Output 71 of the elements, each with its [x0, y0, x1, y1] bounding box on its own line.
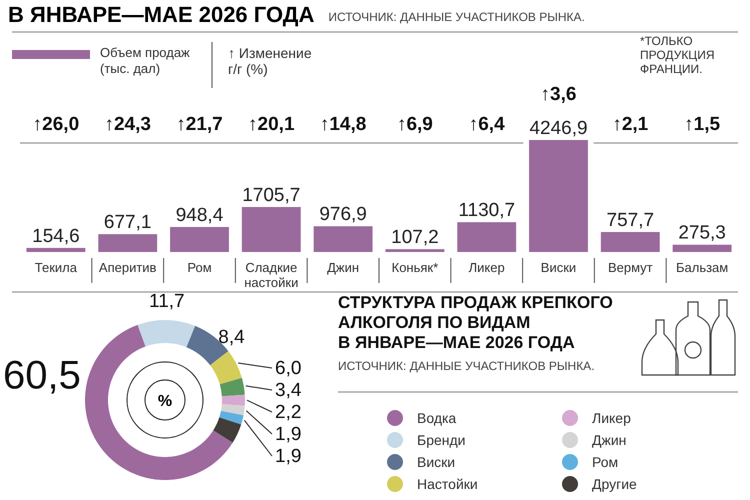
text: ↑20,1	[248, 114, 295, 135]
x-tick-label: Ром	[187, 260, 212, 275]
x-tick-label: Виски	[540, 260, 576, 275]
text: ↑ Изменение г/г (%)	[228, 45, 312, 77]
text: СТРУКТУРА ПРОДАЖ КРЕПКОГО АЛКОГОЛЯ ПО ВИДАМ В ЯНВАРЕ—МАЕ 2026 ГОДА	[338, 293, 613, 352]
data-label: 2,2	[275, 402, 302, 423]
donut-slice	[220, 404, 245, 416]
data-label: 3,4	[275, 380, 302, 401]
text: ↑21,7	[176, 114, 223, 135]
text: Объем продаж (тыс. дал)	[100, 45, 190, 76]
data-label: 107,2	[391, 227, 439, 248]
donut-slice	[210, 351, 242, 384]
data-label: 154,6	[32, 226, 80, 247]
data-label: 976,9	[319, 204, 367, 226]
data-label: 1,9	[275, 446, 302, 467]
legend-label: Другие	[592, 476, 638, 492]
chart-title: В ЯНВАРЕ—МАЕ 2026 ГОДА	[8, 2, 314, 27]
legend-label: Бренди	[417, 432, 466, 448]
text: ↑2,1	[612, 114, 649, 135]
donut-slice	[222, 394, 245, 406]
legend-label: Водка	[417, 410, 456, 426]
data-label: 1,9	[275, 424, 302, 445]
text: ↑1,5	[684, 114, 720, 135]
bar	[26, 248, 86, 252]
data-label: 757,7	[606, 210, 654, 232]
donut-slice	[220, 378, 245, 396]
data-label: 1705,7	[242, 185, 300, 206]
data-label: 4246,9	[529, 118, 588, 139]
bar	[242, 207, 301, 252]
donut-slice	[138, 320, 196, 348]
legend-label: Ром	[592, 454, 618, 470]
data-label: 6,0	[275, 358, 302, 379]
bar	[529, 140, 588, 252]
x-tick-label: Ликер	[468, 260, 505, 275]
bar	[600, 232, 660, 252]
data-label: 60,5	[2, 353, 81, 398]
data-label: 677,1	[104, 212, 152, 234]
data-label: 1130,7	[458, 200, 516, 222]
legend-label: Джин	[592, 432, 626, 448]
text: ↑26,0	[32, 114, 80, 135]
text: %	[158, 393, 172, 410]
text: ИСТОЧНИК: ДАННЫЕ УЧАСТНИКОВ РЫНКА.	[338, 359, 595, 373]
donut-slice	[219, 410, 244, 424]
x-tick-label: Бальзам	[676, 260, 728, 275]
data-label: 11,7	[149, 291, 185, 312]
bar	[314, 226, 373, 252]
x-tick-label: Вермут	[608, 260, 653, 275]
bar	[672, 244, 732, 252]
x-tick-label: Аперитив	[98, 260, 157, 275]
bar	[385, 249, 444, 252]
data-label: 8,4	[218, 326, 246, 348]
bar	[170, 226, 229, 252]
x-tick-label: Текила	[34, 260, 78, 275]
donut-slice	[213, 417, 242, 443]
text: *ТОЛЬКО ПРОДУКЦИЯ ФРАНЦИИ.	[640, 34, 714, 76]
data-label: 948,4	[176, 204, 224, 226]
data-label: 275,3	[678, 222, 726, 244]
legend-label: Виски	[417, 454, 456, 470]
x-tick-label: Джин	[327, 260, 360, 275]
bar	[457, 222, 516, 252]
text: ↑24,3	[104, 114, 151, 135]
bar	[98, 234, 158, 252]
chart-subtitle: ИСТОЧНИК: ДАННЫЕ УЧАСТНИКОВ РЫНКА.	[328, 10, 585, 24]
text: ↑14,8	[320, 114, 366, 135]
x-tick-label: Сладкие настойки	[244, 260, 298, 290]
legend-label: Настойки	[417, 476, 478, 492]
text: ↑6,4	[468, 114, 506, 135]
text: ↑3,6	[540, 84, 576, 105]
legend-label: Ликер	[592, 410, 632, 426]
text: ↑6,9	[396, 114, 433, 135]
x-tick-label: Коньяк*	[392, 260, 438, 275]
